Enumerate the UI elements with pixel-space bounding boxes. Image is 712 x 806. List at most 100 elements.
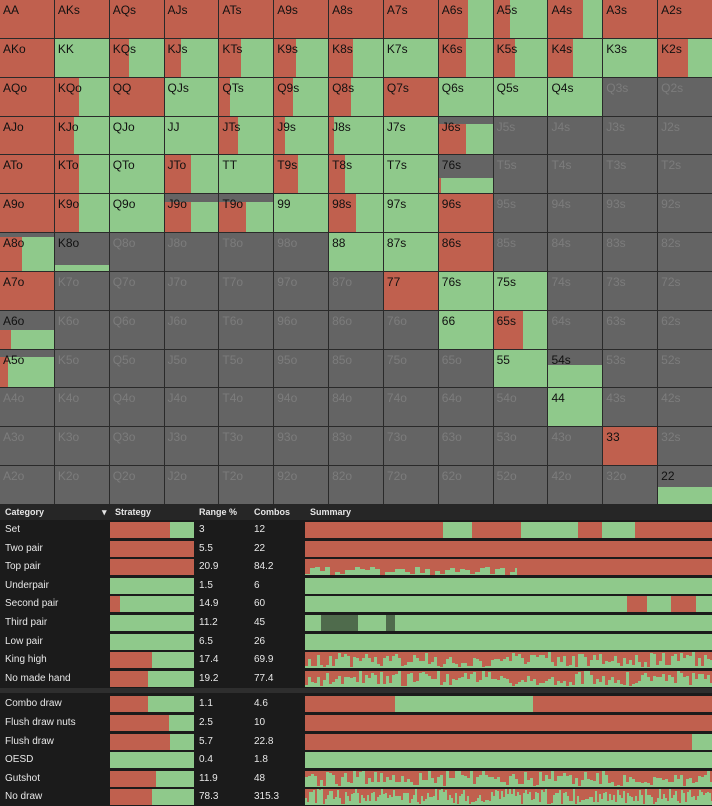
hand-cell[interactable]: K8s [329, 38, 383, 77]
hand-cell[interactable]: A9o [0, 194, 54, 233]
hand-cell[interactable]: K8o [54, 233, 109, 271]
hand-cell[interactable]: A2s [658, 0, 712, 38]
hand-cell[interactable]: 86s [438, 233, 493, 271]
hand-cell[interactable]: 83o [329, 427, 383, 466]
hand-cell[interactable]: 92o [274, 466, 329, 504]
category-row[interactable]: Low pair 6.5 26 [0, 633, 712, 651]
hand-cell[interactable]: K7o [54, 271, 109, 310]
hand-cell[interactable]: T8s [329, 155, 383, 194]
hand-cell[interactable]: K4s [548, 38, 603, 77]
hand-cell[interactable]: 95s [493, 194, 548, 233]
hand-cell[interactable]: A6o [0, 310, 54, 349]
category-row[interactable]: Combo draw 1.1 4.6 [0, 695, 712, 713]
hand-cell[interactable]: QTs [219, 77, 274, 116]
hand-cell[interactable]: K5s [493, 38, 548, 77]
hand-cell[interactable]: A3o [0, 427, 54, 466]
hand-cell[interactable]: 84o [329, 388, 383, 427]
hand-cell[interactable]: JTs [219, 116, 274, 155]
hand-cell[interactable]: 83s [603, 233, 658, 271]
hand-cell[interactable]: 82s [658, 233, 712, 271]
range-header[interactable]: Range % [199, 507, 238, 517]
category-row[interactable]: Two pair 5.5 22 [0, 540, 712, 558]
category-row[interactable]: Underpair 1.5 6 [0, 577, 712, 595]
hand-cell[interactable]: QQ [109, 77, 164, 116]
hand-cell[interactable]: 88 [329, 233, 383, 271]
hand-cell[interactable]: QJo [109, 116, 164, 155]
hand-cell[interactable]: A6s [438, 0, 493, 38]
hand-cell[interactable]: J7s [383, 116, 438, 155]
hand-cell[interactable]: 97s [383, 194, 438, 233]
category-row[interactable]: King high 17.4 69.9 [0, 651, 712, 669]
hand-cell[interactable]: 76s [438, 155, 493, 194]
category-row[interactable]: No made hand 19.2 77.4 [0, 670, 712, 688]
hand-cell[interactable]: K5o [54, 349, 109, 388]
hand-cell[interactable]: KJs [164, 38, 219, 77]
hand-cell[interactable]: 66 [438, 310, 493, 349]
hand-cell[interactable]: TT [219, 155, 274, 194]
hand-cell[interactable]: 93o [274, 427, 329, 466]
summary-header[interactable]: Summary [310, 507, 352, 517]
hand-cell[interactable]: T2o [219, 466, 274, 504]
hand-cell[interactable]: 43s [603, 388, 658, 427]
hand-cell[interactable]: 98o [274, 233, 329, 271]
hand-cell[interactable]: J9s [274, 116, 329, 155]
hand-cell[interactable]: Q7s [383, 77, 438, 116]
hand-cell[interactable]: 53s [603, 349, 658, 388]
hand-cell[interactable]: 85s [493, 233, 548, 271]
hand-cell[interactable]: T4s [548, 155, 603, 194]
hand-cell[interactable]: Q6o [109, 310, 164, 349]
hand-cell[interactable]: KJo [54, 116, 109, 155]
category-row[interactable]: Third pair 11.2 45 [0, 614, 712, 632]
hand-cell[interactable]: Q9o [109, 194, 164, 233]
hand-cell[interactable]: Q8s [329, 77, 383, 116]
hand-cell[interactable]: K6s [438, 38, 493, 77]
hand-cell[interactable]: JTo [164, 155, 219, 194]
hand-cell[interactable]: T9o [219, 194, 274, 233]
hand-cell[interactable]: Q4s [548, 77, 603, 116]
hand-cell[interactable]: T8o [219, 233, 274, 271]
hand-cell[interactable]: J6s [438, 116, 493, 155]
hand-cell[interactable]: 55 [493, 349, 548, 388]
hand-cell[interactable]: 84s [548, 233, 603, 271]
hand-cell[interactable]: Q2s [658, 77, 712, 116]
category-header[interactable]: Category [5, 507, 45, 517]
hand-cell[interactable]: 82o [329, 466, 383, 504]
hand-cell[interactable]: ATs [219, 0, 274, 38]
hand-cell[interactable]: A5o [0, 349, 54, 388]
hand-cell[interactable]: 98s [329, 194, 383, 233]
hand-cell[interactable]: AJs [164, 0, 219, 38]
hand-cell[interactable]: 73o [383, 427, 438, 466]
hand-cell[interactable]: K3s [603, 38, 658, 77]
hand-cell[interactable]: K7s [383, 38, 438, 77]
hand-cell[interactable]: AJo [0, 116, 54, 155]
hand-cell[interactable]: A4o [0, 388, 54, 427]
hand-cell[interactable]: A4s [548, 0, 603, 38]
hand-cell[interactable]: 99 [274, 194, 329, 233]
hand-cell[interactable]: 33 [603, 427, 658, 466]
hand-cell[interactable]: Q7o [109, 271, 164, 310]
hand-cell[interactable]: 72o [383, 466, 438, 504]
hand-cell[interactable]: Q3o [109, 427, 164, 466]
hand-cell[interactable]: 74s [548, 271, 603, 310]
hand-cell[interactable]: 86o [329, 310, 383, 349]
hand-cell[interactable]: T7o [219, 271, 274, 310]
hand-cell[interactable]: 75s [493, 271, 548, 310]
hand-cell[interactable]: J4s [548, 116, 603, 155]
hand-cell[interactable]: 63s [603, 310, 658, 349]
hand-cell[interactable]: QTo [109, 155, 164, 194]
hand-cell[interactable]: A9s [274, 0, 329, 38]
hand-cell[interactable]: 76o [383, 310, 438, 349]
hand-cell[interactable]: Q6s [438, 77, 493, 116]
hand-cell[interactable]: 43o [548, 427, 603, 466]
hand-cell[interactable]: AA [0, 0, 54, 38]
hand-cell[interactable]: J6o [164, 310, 219, 349]
hand-cell[interactable]: KTs [219, 38, 274, 77]
hand-cell[interactable]: K4o [54, 388, 109, 427]
strategy-header[interactable]: Strategy [115, 507, 152, 517]
hand-cell[interactable]: J8o [164, 233, 219, 271]
hand-cell[interactable]: K3o [54, 427, 109, 466]
hand-cell[interactable]: 94s [548, 194, 603, 233]
hand-cell[interactable]: T5s [493, 155, 548, 194]
category-row[interactable]: Set 3 12 [0, 521, 712, 539]
hand-cell[interactable]: ATo [0, 155, 54, 194]
